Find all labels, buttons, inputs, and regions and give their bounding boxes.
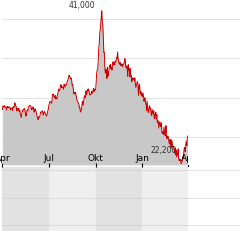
- Bar: [188, 167, 240, 231]
- Bar: [188, 167, 240, 231]
- Bar: [142, 167, 188, 231]
- Bar: [188, 167, 240, 231]
- Bar: [96, 167, 142, 231]
- Text: 22,200: 22,200: [151, 146, 177, 155]
- Bar: [49, 167, 96, 231]
- Bar: [188, 167, 240, 231]
- Text: 41,000: 41,000: [69, 1, 96, 10]
- Bar: [2, 167, 49, 231]
